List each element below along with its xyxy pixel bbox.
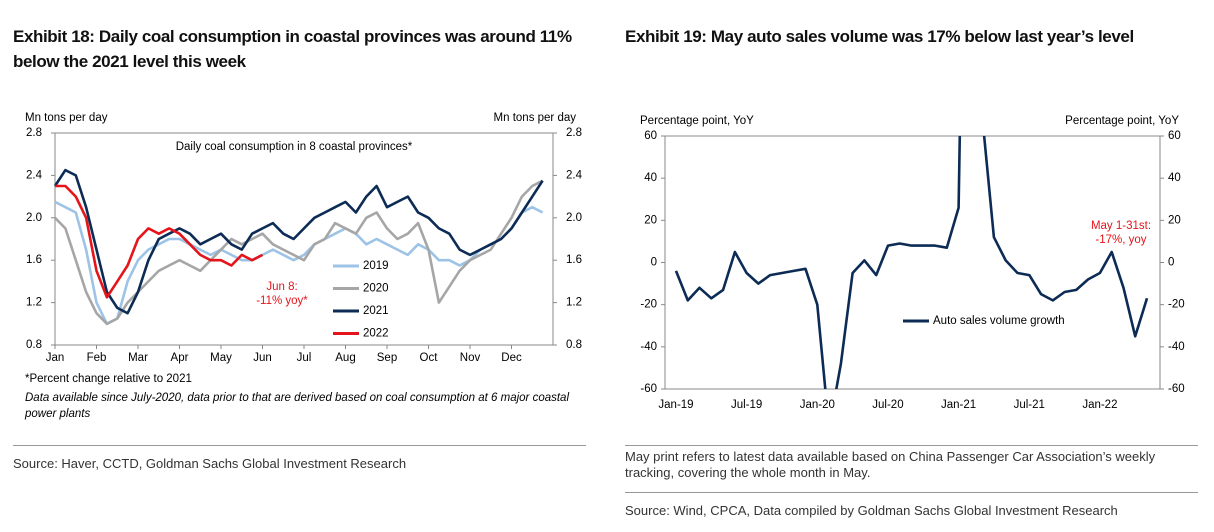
x-tick-label: Feb [87, 352, 107, 364]
note: May print refers to latest data availabl… [625, 449, 1156, 480]
y2-axis-label: Mn tons per day [494, 112, 577, 124]
y-tick-label: 20 [644, 214, 657, 226]
x-tick-label: Jul-20 [872, 399, 903, 411]
x-tick-label: Jul [297, 352, 312, 364]
annotation: May 1-31st: [1091, 220, 1151, 232]
x-tick-label: Jan-20 [800, 399, 835, 411]
y-axis-label: Mn tons per day [25, 112, 108, 124]
legend-label: 2021 [363, 305, 389, 317]
y-tick-label: 2.0 [26, 212, 42, 224]
y-tick-label: 2.8 [26, 127, 42, 139]
annotation: -11% yoy* [256, 295, 308, 307]
legend-label: Auto sales volume growth [933, 315, 1065, 327]
y2-tick-label: 2.4 [566, 169, 583, 181]
y2-tick-label: 2.8 [566, 127, 582, 139]
y2-tick-label: -40 [1168, 341, 1185, 353]
series-line [55, 184, 264, 299]
inner-title: Daily coal consumption in 8 coastal prov… [176, 141, 413, 153]
x-tick-label: Aug [335, 352, 355, 364]
divider [625, 445, 1198, 446]
x-tick-label: Apr [171, 352, 189, 364]
y-axis-label: Percentage point, YoY [640, 115, 754, 127]
x-tick-label: Jun [253, 352, 272, 364]
y2-tick-label: 0 [1168, 257, 1174, 269]
y-tick-label: 0.8 [26, 339, 42, 351]
y-tick-label: 2.4 [26, 169, 43, 181]
x-tick-label: Nov [460, 352, 481, 364]
y2-tick-label: 40 [1168, 172, 1181, 184]
exhibit-title: Exhibit 18: Daily coal consumption in co… [13, 27, 572, 71]
x-tick-label: Jul-21 [1014, 399, 1045, 411]
divider [13, 445, 586, 446]
x-tick-label: Jan-22 [1082, 399, 1117, 411]
source: Source: Wind, CPCA, Data compiled by Gol… [625, 503, 1118, 518]
series-line [674, 136, 1149, 389]
divider [625, 492, 1198, 493]
y-tick-label: 1.6 [26, 254, 42, 266]
y-tick-label: -40 [640, 341, 657, 353]
legend-label: 2020 [363, 283, 389, 295]
x-tick-label: May [210, 352, 232, 364]
y2-tick-label: 1.2 [566, 297, 582, 309]
exhibit-title: Exhibit 19: May auto sales volume was 17… [625, 27, 1134, 46]
plot-frame [54, 132, 554, 346]
y2-tick-label: -20 [1168, 299, 1185, 311]
y2-tick-label: 20 [1168, 214, 1181, 226]
x-tick-label: Jul-19 [731, 399, 762, 411]
plot-frame [664, 135, 1161, 390]
y2-tick-label: 60 [1168, 130, 1181, 142]
x-tick-label: Dec [501, 352, 522, 364]
x-tick-label: Oct [420, 352, 439, 364]
legend-label: 2022 [363, 328, 389, 340]
y2-tick-label: 2.0 [566, 212, 582, 224]
x-tick-label: Jan-21 [941, 399, 976, 411]
y2-tick-label: 0.8 [566, 339, 582, 351]
series-line [53, 168, 544, 315]
y2-tick-label: -60 [1168, 383, 1185, 395]
x-tick-label: Mar [128, 352, 148, 364]
y2-tick-label: 1.6 [566, 254, 582, 266]
x-tick-label: Jan-19 [658, 399, 693, 411]
y-tick-label: 40 [644, 172, 657, 184]
legend-label: 2019 [363, 260, 389, 272]
annotation: -17%, yoy [1095, 234, 1146, 246]
footnote: *Percent change relative to 2021 [25, 373, 192, 385]
source: Source: Haver, CCTD, Goldman Sachs Globa… [13, 456, 407, 471]
y-tick-label: -60 [640, 383, 657, 395]
y-tick-label: 0 [651, 257, 657, 269]
y2-axis-label: Percentage point, YoY [1065, 115, 1179, 127]
y-tick-label: 60 [644, 130, 657, 142]
x-tick-label: Jan [46, 352, 65, 364]
y-tick-label: -20 [640, 299, 657, 311]
y-tick-label: 1.2 [26, 297, 42, 309]
footnote: Data available since July-2020, data pri… [25, 392, 570, 420]
x-tick-label: Sep [377, 352, 397, 364]
annotation: Jun 8: [266, 281, 297, 293]
